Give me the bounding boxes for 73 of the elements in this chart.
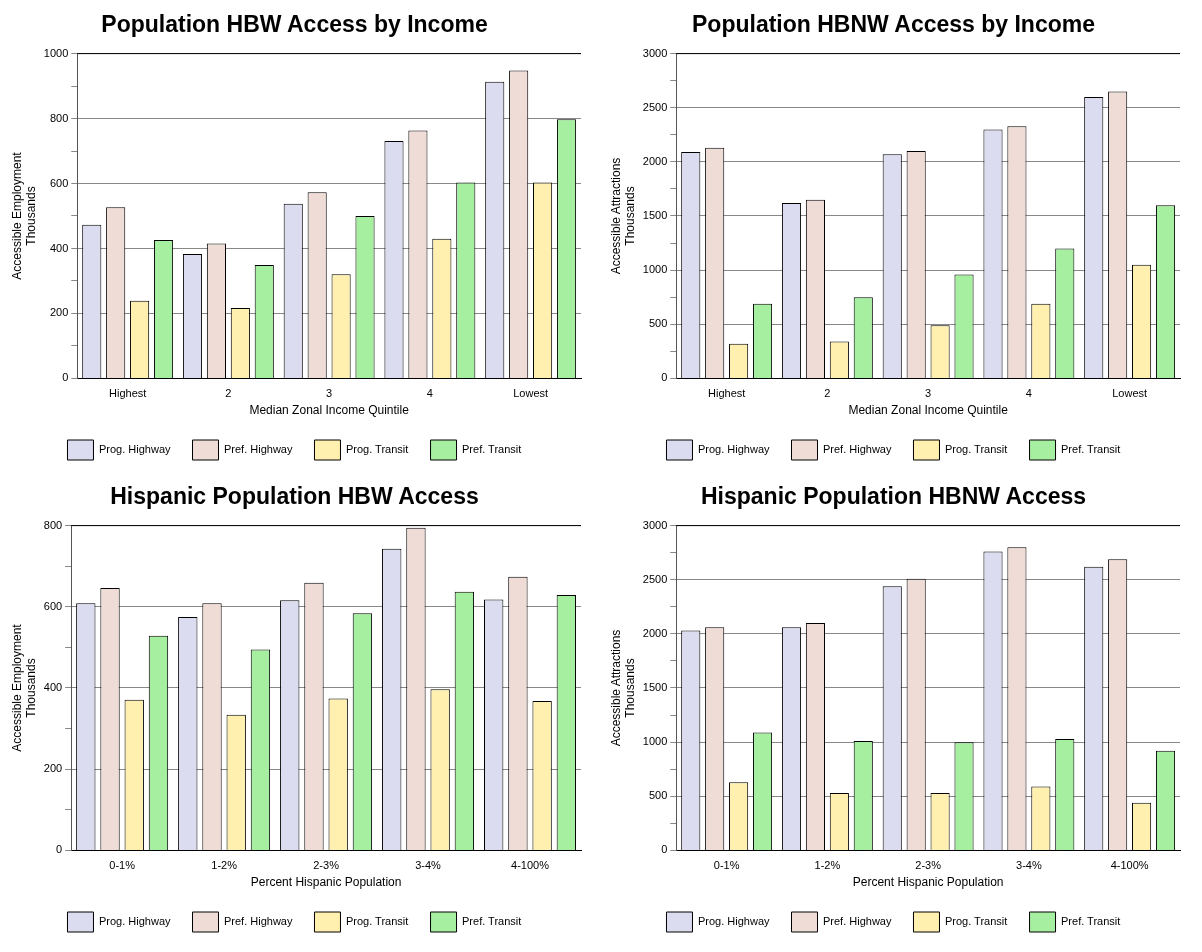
legend-label: Pref. Transit: [462, 915, 522, 928]
x-axis-title: Percent Hispanic Population: [250, 875, 402, 890]
legend-label: Prog. Transit: [345, 443, 409, 456]
y-tick-label: 200: [43, 762, 63, 775]
x-tick-label: Lowest: [1112, 387, 1148, 400]
x-tick-label: 2-3%: [313, 859, 340, 872]
y-tick-label: 0: [661, 843, 668, 856]
y-tick-label: 1000: [642, 263, 668, 276]
x-tick-label: 1-2%: [211, 859, 238, 872]
y-tick-label: 500: [648, 317, 668, 330]
y-tick-label: 200: [49, 306, 69, 319]
y-tick-label: 0: [661, 371, 668, 384]
x-tick-label: 3: [326, 387, 333, 400]
y-tick-label: 1000: [43, 46, 69, 59]
y-axis-title: Accessible Attractions Thousands: [608, 629, 637, 747]
chart-title: Population HBNW Access by Income: [692, 11, 1095, 38]
legend-label: Pref. Transit: [462, 443, 522, 456]
legend-label: Pref. Highway: [224, 915, 293, 928]
x-axis-title: Percent Hispanic Population: [852, 875, 1004, 890]
y-tick-label: 1500: [642, 681, 668, 694]
y-tick-label: 3000: [642, 518, 668, 531]
y-tick-label: 800: [49, 111, 69, 124]
y-tick-label: 0: [62, 371, 69, 384]
legend-label: Prog. Highway: [697, 443, 770, 456]
y-tick-label: 800: [43, 518, 63, 531]
x-tick-label: Lowest: [513, 387, 549, 400]
legend-label: Prog. Highway: [98, 443, 171, 456]
y-tick-label: 500: [648, 789, 668, 802]
x-tick-label: 2: [824, 387, 831, 400]
chart-title: Population HBW Access by Income: [101, 11, 488, 38]
y-tick-label: 400: [43, 681, 63, 694]
legend-label: Pref. Highway: [224, 443, 293, 456]
x-axis-title: Median Zonal Income Quintile: [848, 403, 1009, 418]
x-tick-label: 3-4%: [1016, 859, 1042, 872]
y-tick-label: 1500: [642, 209, 668, 222]
x-tick-label: 4-100%: [1110, 859, 1149, 872]
legend-label: Pref. Highway: [823, 915, 892, 928]
y-tick-label: 2000: [642, 154, 668, 167]
chart-title: Hispanic Population HBNW Access: [700, 483, 1087, 510]
x-tick-label: 2: [225, 387, 232, 400]
y-tick-label: 3000: [642, 46, 668, 59]
legend-label: Prog. Highway: [697, 915, 770, 928]
y-axis-title: Accessible Attractions Thousands: [608, 157, 637, 275]
x-tick-label: Highest: [708, 387, 746, 400]
x-tick-label: Highest: [109, 387, 147, 400]
y-tick-label: 2000: [642, 626, 668, 639]
legend-label: Pref. Highway: [823, 443, 892, 456]
legend-label: Pref. Transit: [1061, 915, 1121, 928]
x-tick-label: 3-4%: [415, 859, 442, 872]
y-tick-label: 2500: [642, 100, 668, 113]
chart-title: Hispanic Population HBW Access: [110, 483, 479, 510]
legend-label: Prog. Transit: [944, 915, 1008, 928]
y-tick-label: 400: [49, 241, 69, 254]
legend-label: Prog. Highway: [98, 915, 171, 928]
y-tick-label: 600: [43, 599, 63, 612]
y-axis-title: Accessible Employment Thousands: [9, 623, 38, 752]
legend-label: Prog. Transit: [944, 443, 1008, 456]
x-tick-label: 4: [1025, 387, 1032, 400]
x-tick-label: 4-100%: [511, 859, 550, 872]
x-tick-label: 0-1%: [109, 859, 136, 872]
y-tick-label: 1000: [642, 735, 668, 748]
y-tick-label: 2500: [642, 572, 668, 585]
x-tick-label: 0-1%: [713, 859, 740, 872]
x-tick-label: 1-2%: [814, 859, 841, 872]
x-tick-label: 3: [925, 387, 932, 400]
legend-label: Pref. Transit: [1061, 443, 1121, 456]
y-tick-label: 0: [56, 843, 63, 856]
x-axis-title: Median Zonal Income Quintile: [249, 403, 410, 418]
x-tick-label: 2-3%: [915, 859, 942, 872]
legend-label: Prog. Transit: [345, 915, 409, 928]
y-axis-title: Accessible Employment Thousands: [9, 151, 38, 280]
x-tick-label: 4: [426, 387, 433, 400]
y-tick-label: 600: [49, 176, 69, 189]
